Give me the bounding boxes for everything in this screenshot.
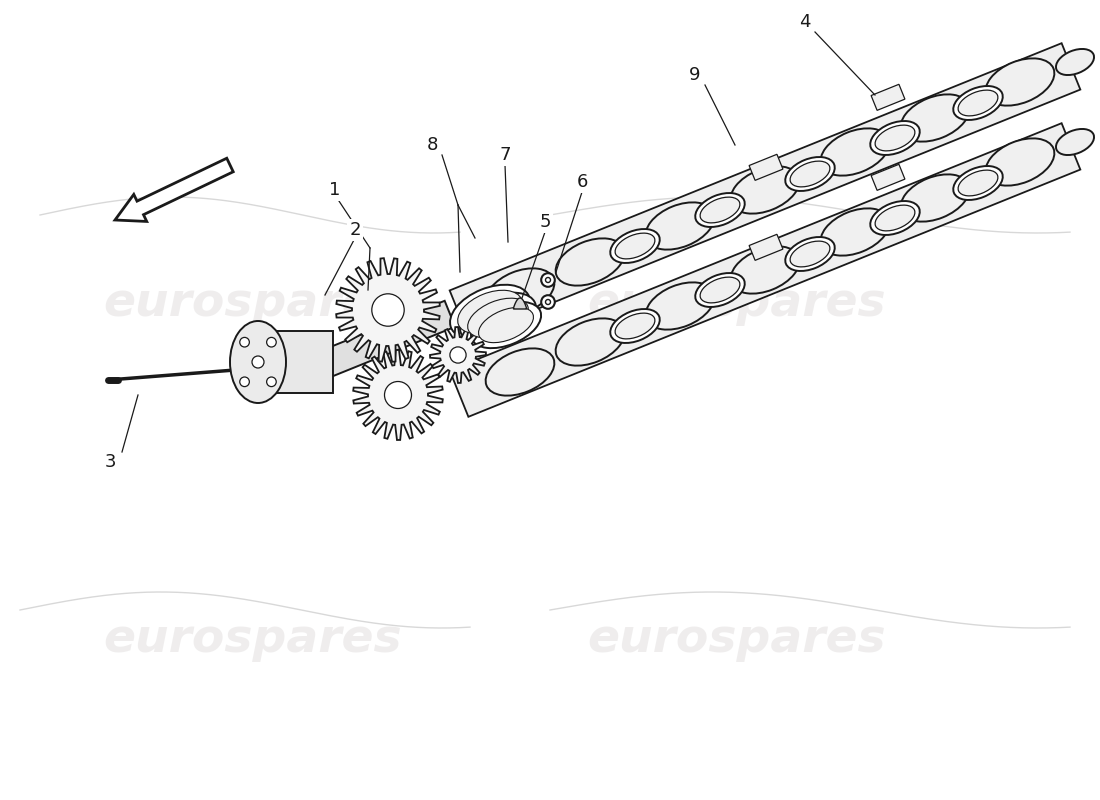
Polygon shape [749,154,783,180]
Polygon shape [353,350,443,440]
Ellipse shape [790,241,829,267]
Ellipse shape [610,229,660,263]
Circle shape [266,377,276,386]
Ellipse shape [695,193,745,227]
Polygon shape [450,123,1080,417]
Ellipse shape [610,309,660,343]
Ellipse shape [954,86,1003,120]
Polygon shape [315,301,455,379]
Ellipse shape [1056,129,1094,155]
Text: 7: 7 [499,146,510,164]
Ellipse shape [821,208,890,256]
Ellipse shape [478,307,534,342]
Polygon shape [871,84,905,110]
Ellipse shape [1056,49,1094,75]
Circle shape [546,299,550,305]
Ellipse shape [700,277,740,303]
Ellipse shape [876,125,915,151]
Ellipse shape [646,202,714,250]
Text: eurospares: eurospares [103,618,403,662]
Text: 1: 1 [329,181,341,199]
Ellipse shape [556,318,625,366]
Ellipse shape [986,58,1055,106]
Ellipse shape [730,246,800,294]
Ellipse shape [876,205,915,231]
Polygon shape [749,234,783,260]
Text: 9: 9 [690,66,701,84]
Polygon shape [257,331,332,393]
Ellipse shape [785,157,835,191]
Ellipse shape [230,321,286,403]
Text: 6: 6 [576,173,587,191]
Ellipse shape [730,166,800,214]
Ellipse shape [870,201,920,235]
Ellipse shape [556,238,625,286]
Ellipse shape [958,170,998,196]
Ellipse shape [901,94,969,142]
Ellipse shape [615,233,654,259]
Text: 2: 2 [350,221,361,239]
Text: 5: 5 [539,213,551,231]
Ellipse shape [901,174,969,222]
Ellipse shape [471,302,541,348]
Ellipse shape [790,161,829,187]
Ellipse shape [646,282,714,330]
Ellipse shape [785,237,835,271]
Text: 8: 8 [427,136,438,154]
Circle shape [240,377,250,386]
Ellipse shape [460,293,536,343]
Ellipse shape [485,268,554,316]
Ellipse shape [954,166,1003,200]
Text: eurospares: eurospares [587,618,887,662]
Circle shape [541,295,554,309]
Circle shape [252,356,264,368]
Ellipse shape [468,298,528,338]
Circle shape [546,278,550,282]
Ellipse shape [700,197,740,223]
Polygon shape [337,258,440,362]
Ellipse shape [870,121,920,155]
Circle shape [240,338,250,347]
Ellipse shape [450,285,530,339]
Polygon shape [430,327,486,383]
Polygon shape [450,43,1080,337]
Ellipse shape [615,313,654,339]
Polygon shape [871,164,905,190]
Text: 4: 4 [800,13,811,31]
Circle shape [372,294,404,326]
Text: eurospares: eurospares [103,282,403,326]
Ellipse shape [986,138,1055,186]
Circle shape [450,347,466,363]
Text: eurospares: eurospares [587,282,887,326]
Polygon shape [514,298,527,309]
Ellipse shape [958,90,998,116]
Ellipse shape [695,273,745,307]
Circle shape [385,382,411,409]
Text: 3: 3 [104,453,116,471]
FancyArrow shape [116,158,233,222]
Ellipse shape [485,348,554,396]
Circle shape [541,274,554,286]
Ellipse shape [458,290,522,334]
Circle shape [266,338,276,347]
Ellipse shape [821,128,890,176]
